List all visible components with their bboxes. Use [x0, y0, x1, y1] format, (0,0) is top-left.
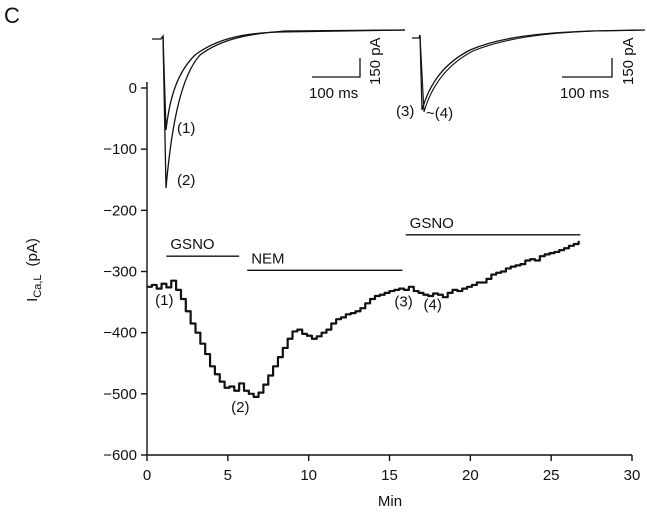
y-axis-title-sub: Ca,L	[32, 274, 44, 297]
x-tick-label: 15	[381, 467, 398, 484]
inset-1-scale-current: 150 pA	[367, 37, 384, 85]
inset-1-scale-time: 100 ms	[309, 85, 358, 102]
inset-1-scale-bar	[312, 58, 361, 78]
inset-2-label-1: (3)	[396, 103, 414, 120]
y-tick-label: 0	[129, 80, 137, 97]
inset-2-trace-2	[419, 29, 646, 113]
treatment-bar-label: GSNO	[410, 215, 454, 232]
x-axis-title: Min	[378, 493, 402, 510]
y-tick-label: −600	[103, 447, 137, 464]
y-tick-label: −300	[103, 264, 137, 281]
y-tick-label: −400	[103, 325, 137, 342]
inset-1-label-2: (2)	[177, 172, 195, 189]
treatment-bars: GSNO NEM GSNO	[166, 215, 581, 271]
inset-1-trace-1	[152, 29, 406, 131]
x-tick-label: 25	[543, 467, 560, 484]
inset-trace-2: (3) ~(4) 100 ms 150 pA	[396, 29, 646, 122]
inset-2-trace-1	[412, 29, 646, 111]
y-tick-labels: 0 −100 −200 −300 −400 −500 −600	[103, 80, 137, 464]
panel-label: C	[4, 3, 20, 28]
inset-2-label-2: ~(4)	[426, 105, 453, 122]
timepoint-label: (2)	[231, 399, 249, 416]
y-axis-title: ICa,L (pA)	[24, 238, 44, 302]
treatment-bar-label: NEM	[251, 250, 284, 267]
x-tick-labels: 0 5 10 15 20 25 30	[143, 467, 641, 484]
timepoint-label: (4)	[424, 296, 442, 313]
inset-2-scale-time: 100 ms	[560, 85, 609, 102]
x-tick-label: 30	[624, 467, 641, 484]
x-tick-label: 10	[300, 467, 317, 484]
inset-2-scale-current: 150 pA	[620, 37, 637, 85]
timepoint-label: (1)	[155, 292, 173, 309]
y-tick-label: −100	[103, 141, 137, 158]
treatment-bar-label: GSNO	[170, 236, 214, 253]
x-tick-label: 0	[143, 467, 151, 484]
x-tick-label: 20	[462, 467, 479, 484]
y-tick-label: −500	[103, 386, 137, 403]
x-tick-label: 5	[224, 467, 232, 484]
y-axis-title-unit: (pA)	[24, 238, 41, 266]
y-axis-title-main: I	[24, 298, 41, 302]
inset-trace-1: (1) (2) 100 ms 150 pA	[152, 29, 406, 189]
inset-1-label-1: (1)	[177, 120, 195, 137]
inset-1-trace-2	[162, 29, 406, 189]
inset-2-scale-bar	[562, 58, 613, 78]
timepoint-annotations: (1) (2) (3) (4)	[155, 292, 442, 416]
axis-ticks	[141, 87, 633, 461]
current-trace-series	[147, 240, 580, 398]
y-tick-label: −200	[103, 202, 137, 219]
timepoint-label: (3)	[394, 293, 412, 310]
